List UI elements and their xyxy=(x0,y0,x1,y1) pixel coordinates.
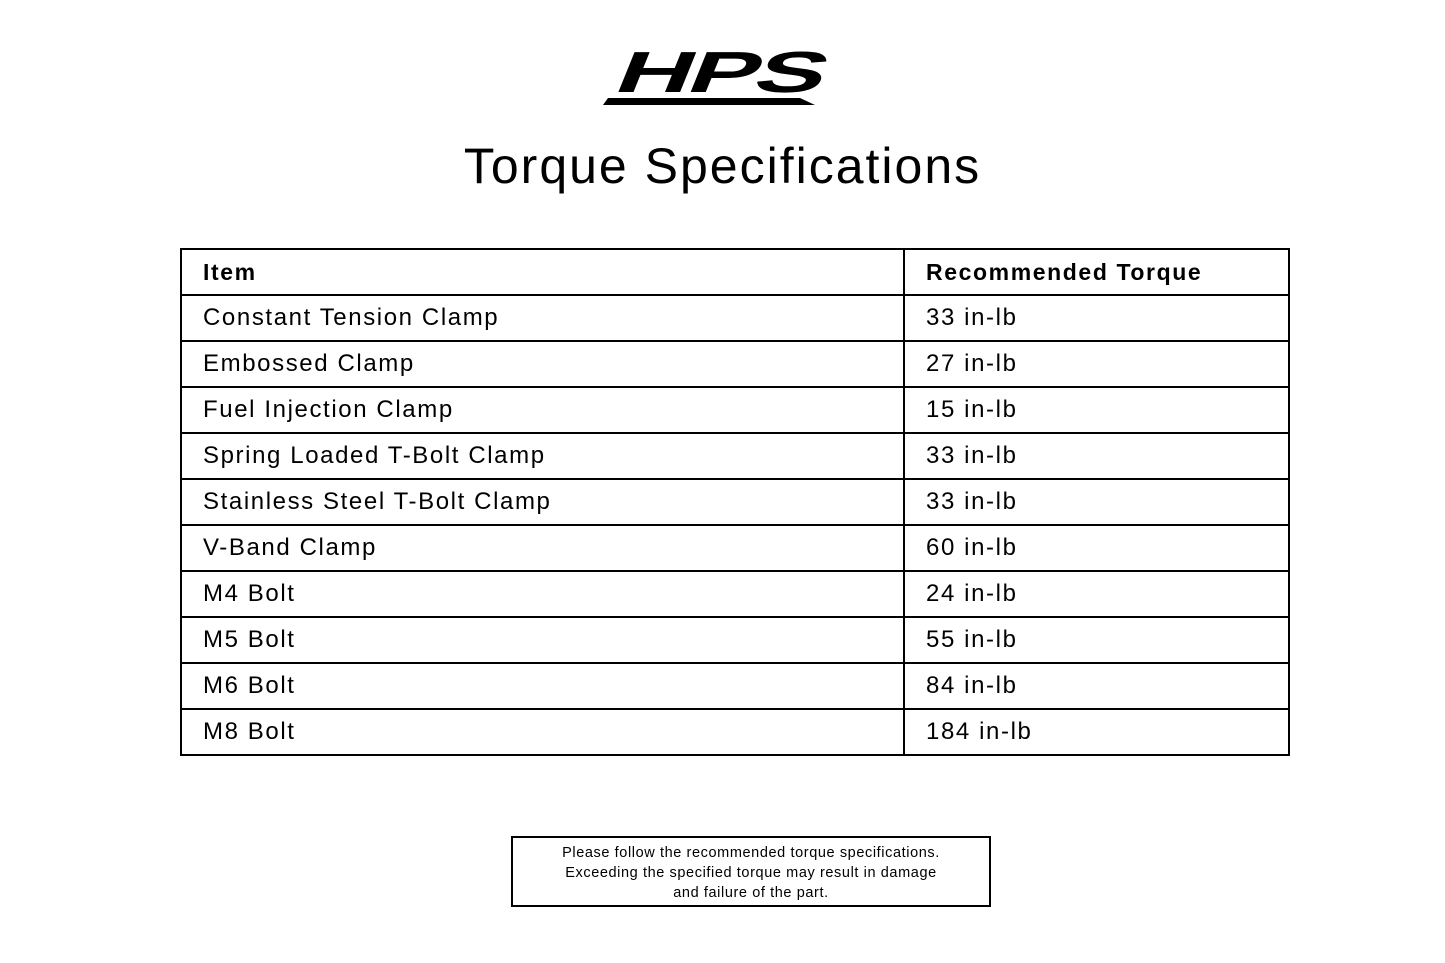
table-header-row: Item Recommended Torque xyxy=(180,248,1290,296)
torque-cell: 24 in-lb xyxy=(903,570,1290,618)
torque-cell: 33 in-lb xyxy=(903,478,1290,526)
table-row: Spring Loaded T-Bolt Clamp 33 in-lb xyxy=(180,432,1290,480)
table-row: Fuel Injection Clamp 15 in-lb xyxy=(180,386,1290,434)
item-cell: Stainless Steel T-Bolt Clamp xyxy=(180,478,905,526)
svg-text:HPS: HPS xyxy=(606,46,837,104)
table-row: M8 Bolt 184 in-lb xyxy=(180,708,1290,756)
table-row: M6 Bolt 84 in-lb xyxy=(180,662,1290,710)
torque-cell: 55 in-lb xyxy=(903,616,1290,664)
warning-note: Please follow the recommended torque spe… xyxy=(511,836,991,907)
header-recommended-torque: Recommended Torque xyxy=(903,248,1290,296)
torque-cell: 60 in-lb xyxy=(903,524,1290,572)
item-cell: M6 Bolt xyxy=(180,662,905,710)
torque-cell: 84 in-lb xyxy=(903,662,1290,710)
table-row: Stainless Steel T-Bolt Clamp 33 in-lb xyxy=(180,478,1290,526)
header-item: Item xyxy=(180,248,905,296)
torque-table: Item Recommended Torque Constant Tension… xyxy=(180,248,1290,756)
item-cell: Embossed Clamp xyxy=(180,340,905,388)
note-line: and failure of the part. xyxy=(673,885,829,901)
table-row: M4 Bolt 24 in-lb xyxy=(180,570,1290,618)
torque-cell: 27 in-lb xyxy=(903,340,1290,388)
table-row: V-Band Clamp 60 in-lb xyxy=(180,524,1290,572)
item-cell: M8 Bolt xyxy=(180,708,905,756)
torque-cell: 184 in-lb xyxy=(903,708,1290,756)
table-row: Constant Tension Clamp 33 in-lb xyxy=(180,294,1290,342)
torque-cell: 33 in-lb xyxy=(903,432,1290,480)
torque-cell: 33 in-lb xyxy=(903,294,1290,342)
page-title: Torque Specifications xyxy=(463,138,982,194)
note-line: Please follow the recommended torque spe… xyxy=(562,845,940,861)
torque-cell: 15 in-lb xyxy=(903,386,1290,434)
item-cell: M4 Bolt xyxy=(180,570,905,618)
note-line: Exceeding the specified torque may resul… xyxy=(565,865,937,881)
item-cell: Fuel Injection Clamp xyxy=(180,386,905,434)
item-cell: Spring Loaded T-Bolt Clamp xyxy=(180,432,905,480)
table-row: M5 Bolt 55 in-lb xyxy=(180,616,1290,664)
hps-logo: HPS xyxy=(603,46,838,105)
table-row: Embossed Clamp 27 in-lb xyxy=(180,340,1290,388)
item-cell: Constant Tension Clamp xyxy=(180,294,905,342)
item-cell: V-Band Clamp xyxy=(180,524,905,572)
item-cell: M5 Bolt xyxy=(180,616,905,664)
